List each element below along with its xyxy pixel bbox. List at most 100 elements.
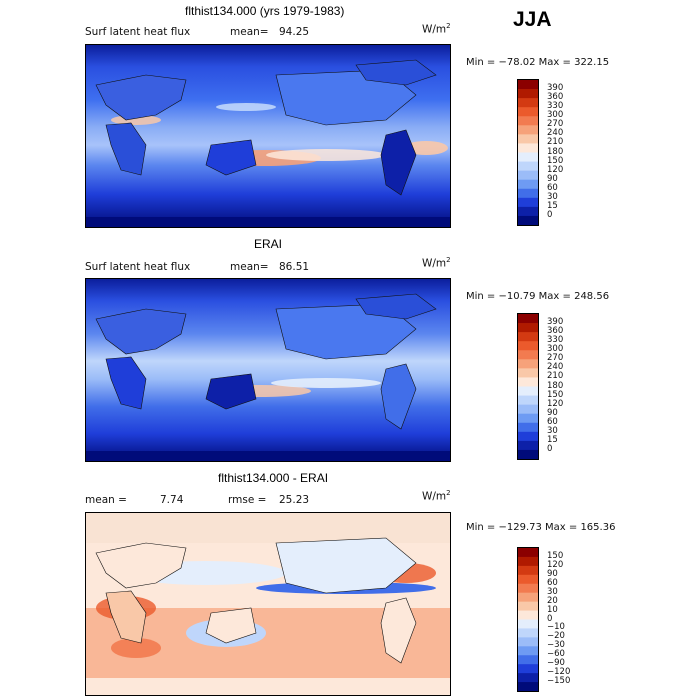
colorbar-swatch	[518, 188, 538, 199]
panel-2-map	[85, 278, 451, 462]
panel-3-map-svg	[86, 513, 450, 695]
colorbar-swatch	[518, 404, 538, 415]
colorbar-swatch	[518, 646, 538, 656]
colorbar-swatch	[518, 637, 538, 647]
panel-1-colorbar	[517, 79, 539, 226]
panel-2-colorbar-svg	[518, 314, 538, 460]
colorbar-swatch	[518, 107, 538, 117]
colorbar-swatch	[518, 215, 538, 226]
colorbar-swatch	[518, 341, 538, 351]
colorbar-tick-label: 120	[547, 398, 564, 409]
colorbar-swatch	[518, 440, 538, 451]
colorbar-swatch	[518, 664, 538, 674]
colorbar-tick-label: 240	[547, 128, 564, 139]
colorbar-tick-label: 90	[547, 568, 558, 579]
colorbar-swatch	[518, 359, 538, 369]
colorbar-swatch	[518, 601, 538, 611]
colorbar-swatch	[518, 422, 538, 433]
panel-1-minmax: Min = −78.02 Max = 322.15	[466, 57, 610, 68]
colorbar-swatch	[518, 548, 538, 558]
colorbar-tick-label: 30	[547, 425, 558, 436]
panel-1-mean-label: mean=	[230, 26, 269, 38]
colorbar-swatch	[518, 368, 538, 378]
colorbar-tick-label: 15	[547, 200, 558, 211]
panel-1-variable-label: Surf latent heat flux	[85, 26, 191, 38]
panel-3-colorbar	[517, 547, 539, 692]
panel-1-map	[85, 44, 451, 228]
panel-2-units: W/m2	[422, 256, 451, 270]
colorbar-tick-label: 60	[547, 182, 558, 193]
panel-1-title: flthist134.000 (yrs 1979-1983)	[185, 4, 345, 18]
colorbar-swatch	[518, 619, 538, 629]
panel-2-variable-label: Surf latent heat flux	[85, 261, 191, 273]
colorbar-tick-label: 150	[547, 389, 564, 400]
colorbar-tick-label: 0	[547, 209, 553, 220]
colorbar-swatch	[518, 116, 538, 126]
season-label: JJA	[513, 8, 552, 31]
colorbar-tick-label: −150	[547, 676, 571, 687]
panel-3-map	[85, 512, 451, 696]
colorbar-swatch	[518, 98, 538, 108]
colorbar-swatch	[518, 556, 538, 567]
panel-3-units: W/m2	[422, 489, 451, 503]
colorbar-tick-label: −60	[547, 649, 565, 660]
colorbar-tick-label: 360	[547, 92, 564, 103]
colorbar-tick-label: 270	[547, 119, 564, 130]
colorbar-swatch	[518, 592, 538, 603]
panel-2-mean-value: 86.51	[279, 261, 310, 273]
colorbar-swatch	[518, 574, 538, 585]
panel-2-minmax: Min = −10.79 Max = 248.56	[466, 291, 610, 302]
colorbar-tick-label: 210	[547, 371, 564, 382]
colorbar-tick-label: 30	[547, 586, 558, 597]
panel-1-units: W/m2	[422, 22, 451, 36]
colorbar-swatch	[518, 350, 538, 360]
colorbar-tick-label: 60	[547, 577, 558, 588]
colorbar-tick-label: 330	[547, 101, 564, 112]
colorbar-swatch	[518, 80, 538, 90]
colorbar-tick-label: −30	[547, 640, 565, 651]
colorbar-swatch	[518, 125, 538, 135]
colorbar-tick-label: 180	[547, 380, 564, 391]
colorbar-swatch	[518, 628, 538, 638]
colorbar-swatch	[518, 134, 538, 144]
colorbar-swatch	[518, 610, 538, 620]
colorbar-tick-label: −10	[547, 622, 565, 633]
colorbar-tick-label: 10	[547, 604, 558, 615]
colorbar-tick-label: 180	[547, 146, 564, 157]
colorbar-tick-label: 150	[547, 155, 564, 166]
colorbar-swatch	[518, 197, 538, 208]
colorbar-swatch	[518, 583, 538, 594]
panel-3-rmse-label: rmse =	[228, 494, 267, 506]
colorbar-swatch	[518, 314, 538, 324]
colorbar-swatch	[518, 143, 538, 153]
colorbar-tick-label: 300	[547, 344, 564, 355]
panel-1-map-svg	[86, 45, 450, 227]
panel-3-mean-label: mean =	[85, 494, 127, 506]
colorbar-swatch	[518, 377, 538, 387]
colorbar-tick-label: 300	[547, 110, 564, 121]
colorbar-swatch	[518, 152, 538, 162]
colorbar-swatch	[518, 431, 538, 442]
colorbar-swatch	[518, 682, 538, 692]
colorbar-tick-label: 360	[547, 326, 564, 337]
colorbar-swatch	[518, 449, 538, 460]
colorbar-swatch	[518, 565, 538, 576]
colorbar-tick-label: 15	[547, 434, 558, 445]
colorbar-swatch	[518, 206, 538, 217]
panel-2-title: ERAI	[254, 237, 283, 251]
colorbar-tick-label: 270	[547, 353, 564, 364]
colorbar-tick-label: 20	[547, 595, 558, 606]
colorbar-tick-label: 330	[547, 335, 564, 346]
colorbar-swatch	[518, 179, 538, 190]
colorbar-swatch	[518, 386, 538, 396]
colorbar-tick-label: −20	[547, 631, 565, 642]
panel-2-colorbar	[517, 313, 539, 460]
panel-3-mean-value: 7.74	[160, 494, 184, 506]
panel-3-minmax: Min = −129.73 Max = 165.36	[466, 522, 616, 533]
colorbar-tick-label: 60	[547, 416, 558, 427]
colorbar-tick-label: 210	[547, 137, 564, 148]
panel-3-title: flthist134.000 - ERAI	[218, 471, 329, 485]
colorbar-swatch	[518, 323, 538, 333]
colorbar-swatch	[518, 161, 538, 172]
panel-3-colorbar-svg	[518, 548, 538, 692]
